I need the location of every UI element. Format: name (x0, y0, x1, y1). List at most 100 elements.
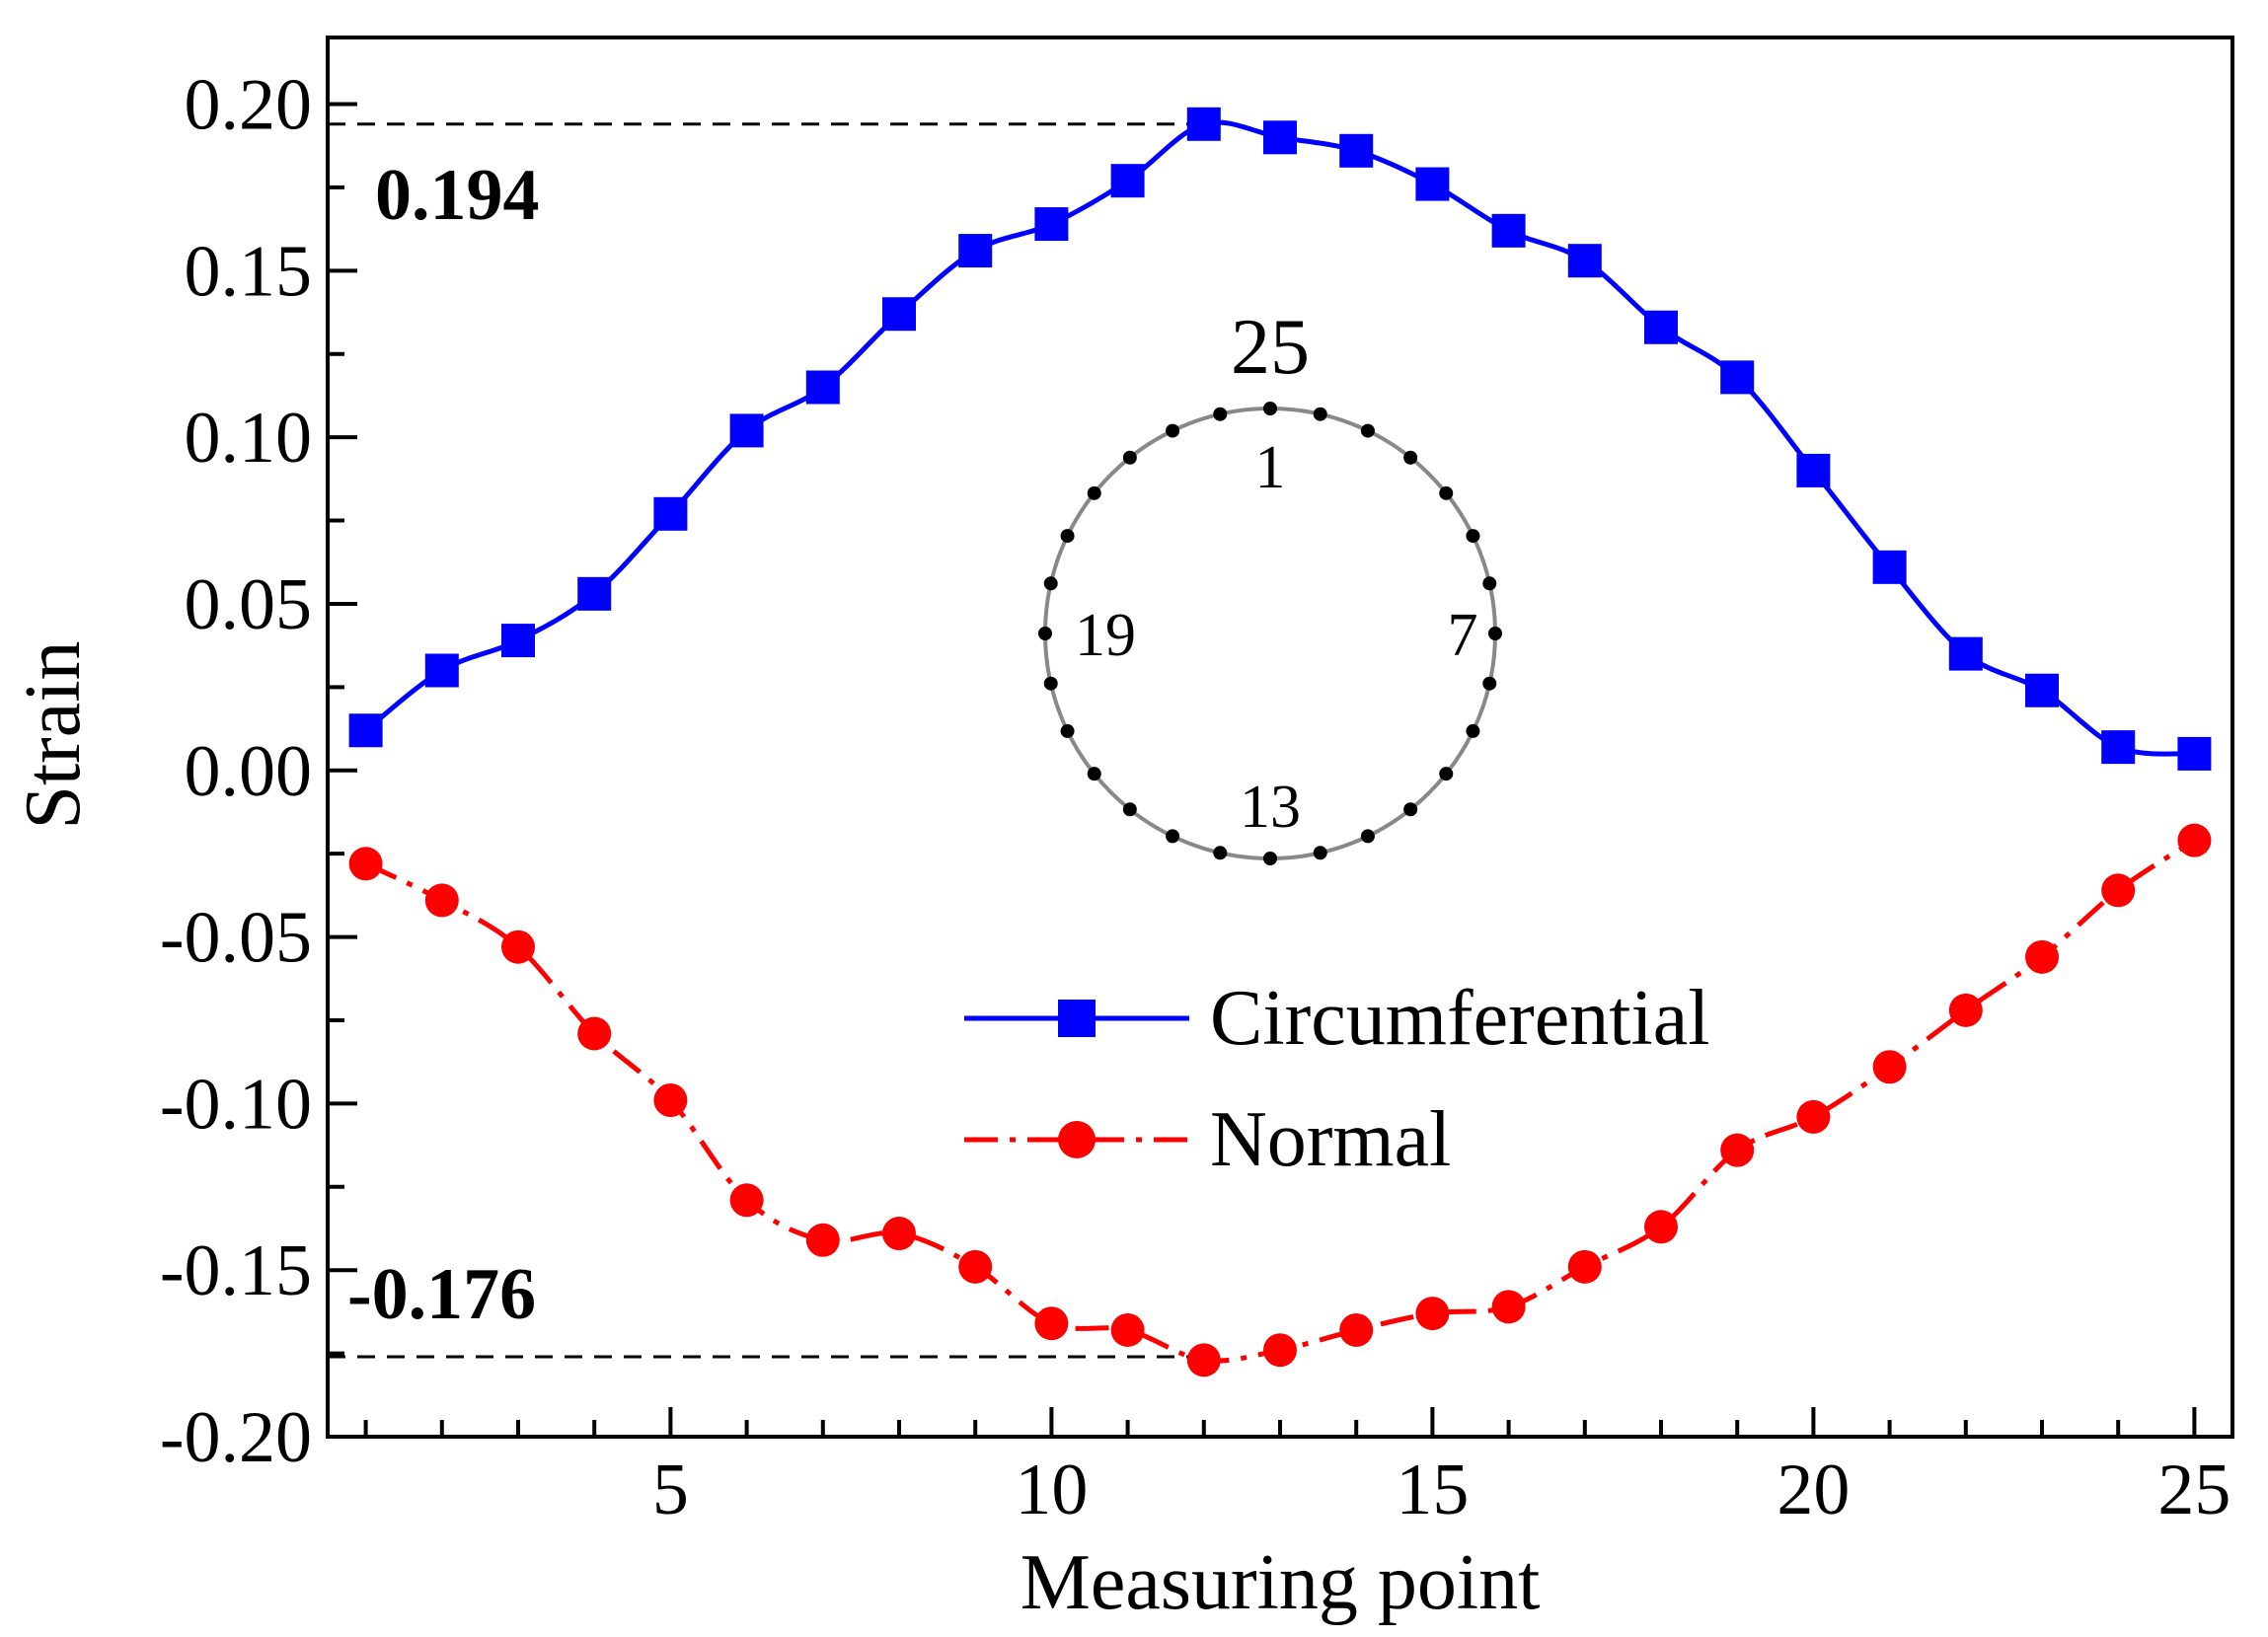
data-point (1948, 993, 1983, 1027)
x-tick-label: 10 (1015, 1450, 1088, 1530)
y-tick-label: -0.15 (160, 1230, 312, 1311)
data-point (501, 930, 535, 964)
data-point (2177, 736, 2212, 771)
inset-dot (1403, 802, 1418, 817)
data-point (1263, 1333, 1297, 1368)
data-point (424, 883, 459, 918)
data-point (1415, 1297, 1450, 1331)
y-tick-label: 0.00 (185, 731, 313, 812)
data-point (1110, 1312, 1145, 1347)
data-point (1415, 167, 1450, 201)
inset-dot (1439, 767, 1454, 781)
data-point (882, 297, 916, 332)
data-point (729, 1183, 764, 1218)
data-point (577, 576, 612, 611)
data-series (348, 107, 2212, 1377)
data-point (729, 413, 764, 448)
data-point (1110, 164, 1145, 198)
data-point (1644, 310, 1678, 344)
inset-dot (1043, 676, 1058, 691)
data-point (348, 847, 383, 881)
data-point (958, 1249, 993, 1284)
series-circumferential (348, 107, 2212, 771)
y-tick-label: 0.20 (185, 65, 313, 146)
data-point (1567, 244, 1602, 278)
inset-dot (1313, 407, 1327, 421)
data-point (1339, 1312, 1374, 1347)
inset-dot (1482, 576, 1497, 591)
x-tick-labels: 5 10 15 20 25 (652, 1450, 2230, 1530)
data-point (805, 370, 840, 405)
data-point (1796, 453, 1831, 487)
x-tick-label: 5 (652, 1450, 689, 1530)
inset-dot (1038, 627, 1052, 640)
data-point (1720, 1133, 1755, 1167)
legend-item-circumferential: Circumferential (964, 975, 1709, 1062)
data-point (1491, 213, 1526, 248)
inset-dot (1087, 485, 1101, 500)
inset-dot (1488, 627, 1502, 640)
data-point (2177, 823, 2212, 857)
x-axis-title: Measuring point (1021, 1539, 1541, 1626)
data-point (2025, 939, 2059, 974)
inset-label-1: 1 (1255, 434, 1286, 501)
inset-dot (1213, 846, 1228, 860)
data-point (1339, 133, 1374, 168)
data-point (958, 234, 993, 268)
data-point (1491, 1290, 1526, 1324)
measuring-point-diagram: 25 1 7 13 19 (1038, 304, 1502, 865)
inset-label-7: 7 (1448, 602, 1478, 669)
data-point (1720, 360, 1755, 395)
inset-label-19: 19 (1075, 602, 1136, 669)
data-point (1034, 207, 1069, 242)
y-tick-label: -0.10 (160, 1064, 312, 1145)
inset-dot (1263, 852, 1277, 865)
data-point (1644, 1210, 1678, 1244)
inset-dot (1466, 723, 1480, 738)
data-point (805, 1223, 840, 1257)
inset-dot (1166, 423, 1180, 438)
annotation-max: 0.194 (375, 155, 540, 236)
series-normal (348, 823, 2212, 1377)
data-point (577, 1016, 612, 1051)
inset-dot (1466, 529, 1480, 544)
legend: Circumferential Normal (964, 975, 1709, 1183)
inset-dot (1122, 450, 1137, 465)
inset-dot (1087, 767, 1101, 781)
data-point (1186, 1343, 1221, 1377)
y-tick-labels: -0.20 -0.15 -0.10 -0.05 0.00 0.05 0.10 0.15 0.20 (160, 65, 312, 1478)
legend-item-normal: Normal (964, 1096, 1451, 1183)
inset-dot (1360, 423, 1375, 438)
data-point (653, 496, 688, 531)
y-tick-label: 0.15 (185, 231, 313, 312)
data-point (1948, 636, 1983, 671)
x-tick-label: 25 (2157, 1450, 2230, 1530)
y-tick-label: -0.05 (160, 898, 312, 979)
inset-dot (1213, 407, 1228, 421)
data-point (1034, 1306, 1069, 1341)
inset-dot (1122, 802, 1137, 817)
y-tick-label: 0.10 (185, 398, 313, 479)
y-axis-title: Strain (10, 640, 97, 829)
data-point (1872, 550, 1907, 584)
inset-dot (1263, 402, 1277, 415)
data-point (653, 1083, 688, 1118)
inset-dot (1166, 829, 1180, 844)
inset-dot (1482, 676, 1497, 691)
inset-dot (1403, 450, 1418, 465)
x-tick-label: 15 (1396, 1450, 1469, 1530)
inset-dot (1060, 723, 1075, 738)
data-point (1186, 107, 1221, 141)
inset-dot (1043, 576, 1058, 591)
legend-label-circumferential: Circumferential (1210, 975, 1709, 1062)
data-point (424, 653, 459, 688)
inset-dot (1313, 846, 1327, 860)
data-point (1796, 1099, 1831, 1134)
axis-ticks (328, 102, 2197, 1439)
inset-dot (1360, 829, 1375, 844)
plot-frame (326, 36, 2234, 1439)
inset-label-13: 13 (1240, 774, 1301, 841)
data-point (1872, 1050, 1907, 1084)
data-point (2101, 730, 2136, 765)
